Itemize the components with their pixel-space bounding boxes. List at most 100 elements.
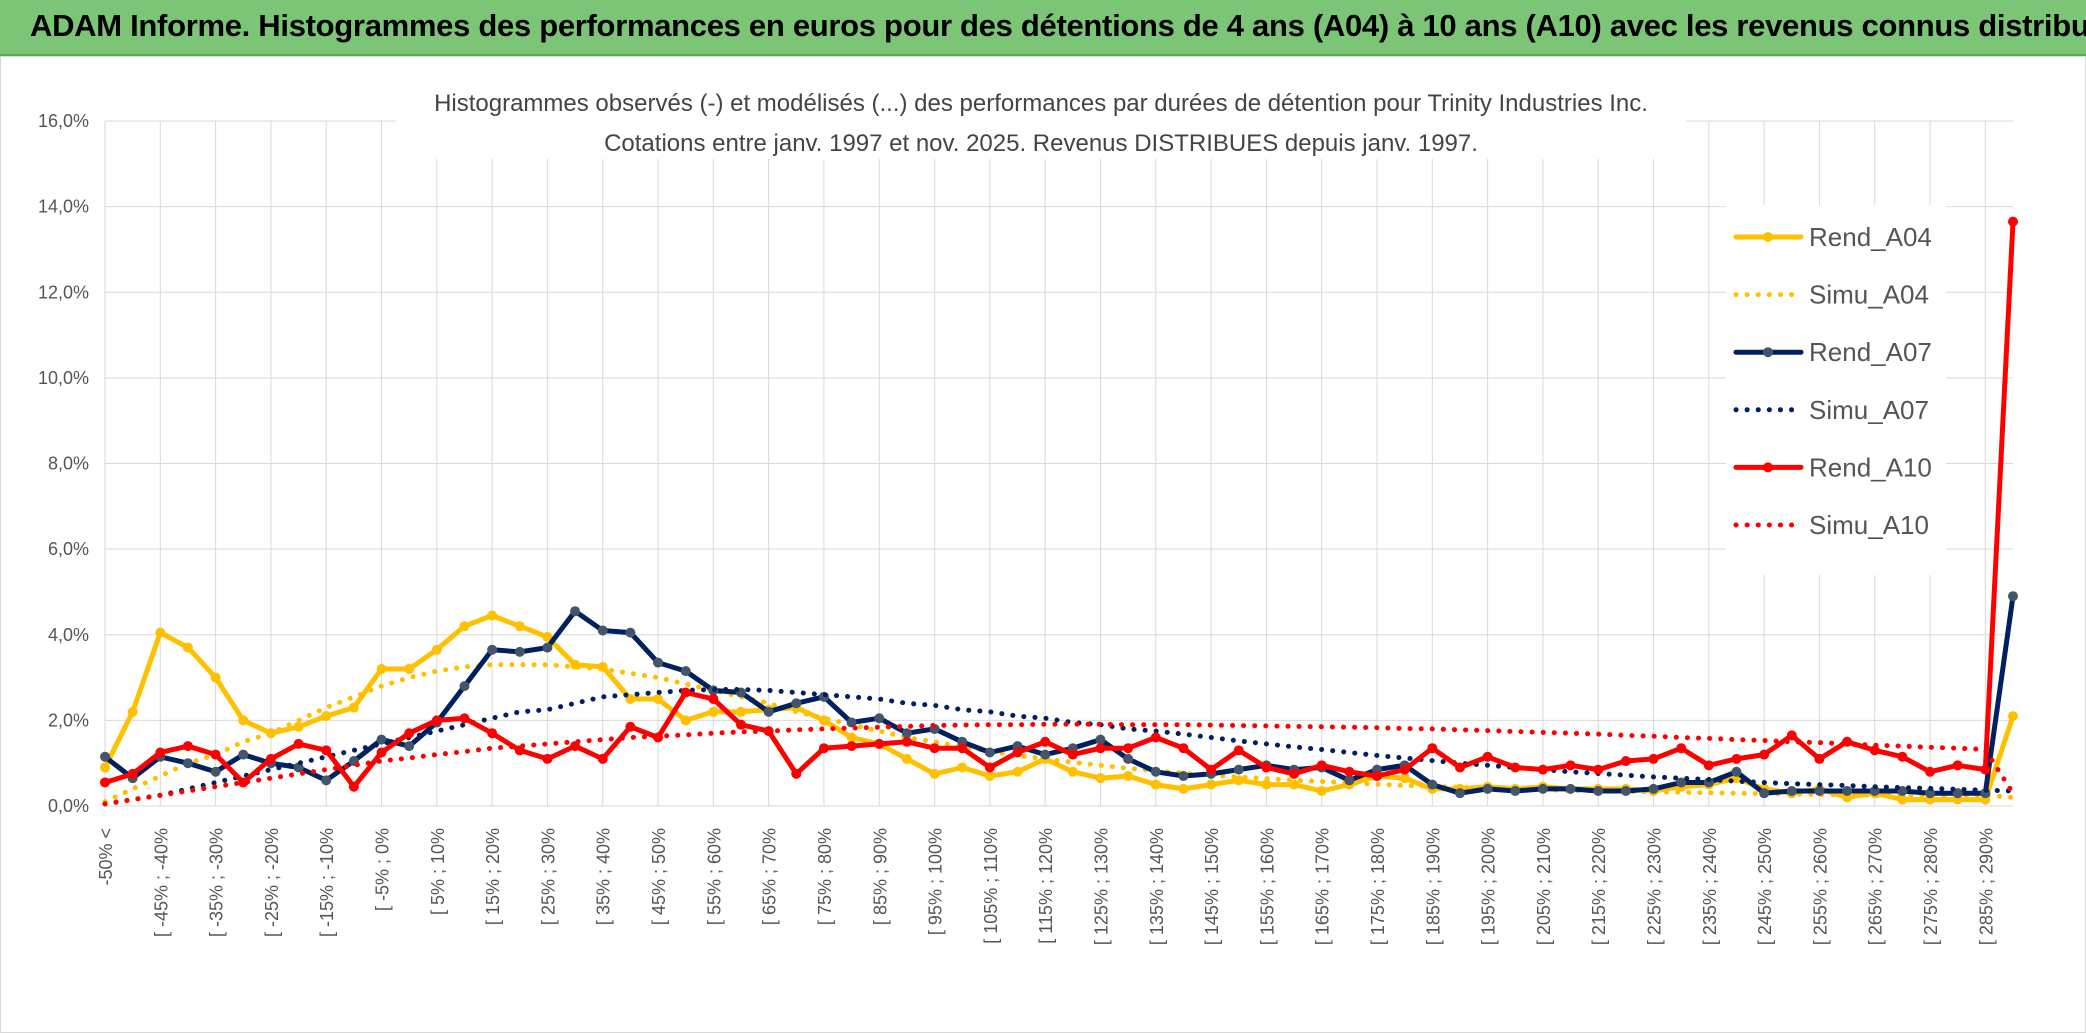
data-point-rend_a07 bbox=[2008, 591, 2018, 602]
x-tick-label: [ 215% ; 220% bbox=[1589, 828, 1609, 945]
data-point-rend_a10 bbox=[874, 738, 885, 749]
data-point-rend_a10 bbox=[984, 762, 995, 773]
legend-label-simu_a07: Simu_A07 bbox=[1809, 395, 1929, 425]
x-tick-label: [ 105% ; 110% bbox=[981, 828, 1001, 944]
data-point-rend_a07 bbox=[542, 642, 553, 653]
data-point-rend_a07 bbox=[459, 681, 470, 692]
legend-marker bbox=[1763, 347, 1773, 358]
data-point-rend_a04 bbox=[459, 621, 470, 632]
x-tick-label: [ -5% ; 0% bbox=[373, 828, 393, 911]
data-point-rend_a07 bbox=[1178, 771, 1189, 782]
data-point-rend_a04 bbox=[1012, 766, 1023, 777]
data-point-rend_a04 bbox=[1233, 775, 1244, 786]
data-point-rend_a10 bbox=[957, 743, 968, 754]
legend-marker bbox=[1763, 232, 1773, 242]
data-point-rend_a10 bbox=[1786, 730, 1797, 741]
data-point-rend_a07 bbox=[763, 706, 774, 717]
data-point-rend_a10 bbox=[2008, 216, 2018, 227]
data-point-rend_a07 bbox=[514, 646, 525, 657]
data-point-rend_a10 bbox=[1233, 745, 1244, 756]
data-point-rend_a10 bbox=[1731, 753, 1742, 764]
x-tick-label: [ 175% ; 180% bbox=[1368, 828, 1388, 945]
data-point-rend_a04 bbox=[321, 711, 332, 722]
data-point-rend_a04 bbox=[957, 762, 968, 773]
data-point-rend_a10 bbox=[1206, 764, 1217, 775]
data-point-rend_a07 bbox=[1676, 777, 1687, 788]
data-point-rend_a07 bbox=[984, 747, 995, 758]
data-point-rend_a04 bbox=[1123, 771, 1134, 782]
x-tick-label: [ 235% ; 240% bbox=[1700, 828, 1720, 945]
data-point-rend_a07 bbox=[1095, 734, 1106, 745]
data-point-rend_a10 bbox=[404, 728, 415, 739]
x-tick-label: -50% < bbox=[96, 828, 116, 886]
data-point-rend_a07 bbox=[376, 734, 387, 745]
x-tick-label: [ 245% ; 250% bbox=[1755, 828, 1775, 945]
data-point-rend_a07 bbox=[404, 741, 415, 752]
data-point-rend_a04 bbox=[2008, 711, 2018, 722]
x-tick-label: [ 25% ; 30% bbox=[538, 828, 558, 925]
data-point-rend_a04 bbox=[736, 706, 746, 717]
x-axis: -50% < [ -45% ; -40% [ -35% ; -30% [ -25% ;… bbox=[96, 828, 1996, 945]
x-tick-label: [ 255% ; 260% bbox=[1810, 828, 1830, 945]
data-point-rend_a10 bbox=[846, 741, 857, 752]
data-point-rend_a10 bbox=[100, 777, 110, 788]
data-point-rend_a10 bbox=[1565, 760, 1576, 771]
data-point-rend_a04 bbox=[127, 706, 138, 717]
data-point-rend_a10 bbox=[1067, 749, 1078, 760]
data-point-rend_a10 bbox=[1012, 747, 1023, 758]
data-point-rend_a10 bbox=[1040, 736, 1051, 747]
x-tick-label: [ 55% ; 60% bbox=[704, 828, 724, 925]
legend-label-simu_a10: Simu_A10 bbox=[1809, 510, 1929, 540]
series-line-rend_a10 bbox=[102, 219, 2016, 790]
data-point-rend_a04 bbox=[984, 771, 995, 782]
y-tick-label: 8,0% bbox=[48, 454, 89, 474]
x-tick-label: [ 205% ; 210% bbox=[1534, 828, 1554, 945]
data-point-rend_a10 bbox=[1814, 753, 1825, 764]
data-point-rend_a10 bbox=[155, 747, 166, 758]
data-point-rend_a10 bbox=[293, 738, 304, 749]
x-tick-label: [ 155% ; 160% bbox=[1257, 828, 1277, 945]
data-point-rend_a10 bbox=[348, 781, 359, 792]
data-point-rend_a07 bbox=[1731, 766, 1742, 777]
data-point-rend_a07 bbox=[874, 713, 885, 724]
data-point-rend_a04 bbox=[431, 644, 442, 655]
series-line-rend_a04 bbox=[102, 613, 2016, 803]
chart-subtitle: Cotations entre janv. 1997 et nov. 2025.… bbox=[604, 130, 1478, 157]
data-point-rend_a07 bbox=[901, 728, 912, 739]
series-line-simu_a07 bbox=[102, 687, 2016, 807]
data-point-rend_a07 bbox=[1040, 749, 1051, 760]
data-point-rend_a10 bbox=[542, 753, 553, 764]
data-point-rend_a07 bbox=[321, 775, 332, 786]
data-point-rend_a04 bbox=[929, 768, 940, 779]
x-tick-label: [ 165% ; 170% bbox=[1313, 828, 1333, 945]
legend-label-simu_a04: Simu_A04 bbox=[1809, 280, 1929, 310]
data-point-rend_a07 bbox=[1925, 788, 1936, 799]
y-tick-label: 16,0% bbox=[38, 111, 89, 131]
data-point-rend_a10 bbox=[1648, 753, 1659, 764]
data-point-rend_a04 bbox=[293, 721, 304, 732]
chart-legend: Rend_A04 Simu_A04 Rend_A07 Simu_A07 Rend_A10… bbox=[1726, 205, 1946, 575]
x-tick-label: [ 195% ; 200% bbox=[1479, 828, 1499, 945]
data-point-rend_a04 bbox=[542, 631, 553, 642]
data-point-rend_a04 bbox=[1399, 773, 1410, 784]
data-point-rend_a04 bbox=[376, 664, 387, 674]
data-point-rend_a07 bbox=[1814, 786, 1825, 797]
data-point-rend_a04 bbox=[182, 642, 193, 653]
data-point-rend_a07 bbox=[1897, 786, 1908, 797]
data-point-rend_a04 bbox=[1289, 779, 1300, 790]
data-point-rend_a04 bbox=[708, 706, 719, 717]
legend-label-rend_a04: Rend_A04 bbox=[1809, 222, 1932, 252]
data-point-rend_a07 bbox=[100, 751, 110, 762]
data-point-rend_a10 bbox=[1482, 751, 1493, 762]
data-point-rend_a04 bbox=[100, 762, 110, 773]
y-tick-label: 14,0% bbox=[38, 197, 89, 217]
data-point-rend_a10 bbox=[1593, 764, 1604, 775]
data-point-rend_a04 bbox=[1206, 779, 1217, 790]
data-point-rend_a07 bbox=[625, 627, 636, 638]
report-header: ADAM Informe. Histogrammes des performan… bbox=[0, 0, 2086, 56]
data-point-rend_a07 bbox=[1482, 783, 1493, 794]
x-tick-label: [ 75% ; 80% bbox=[815, 828, 835, 925]
data-point-rend_a10 bbox=[265, 753, 276, 764]
data-point-rend_a10 bbox=[210, 749, 221, 760]
legend-label-rend_a07: Rend_A07 bbox=[1809, 337, 1932, 367]
